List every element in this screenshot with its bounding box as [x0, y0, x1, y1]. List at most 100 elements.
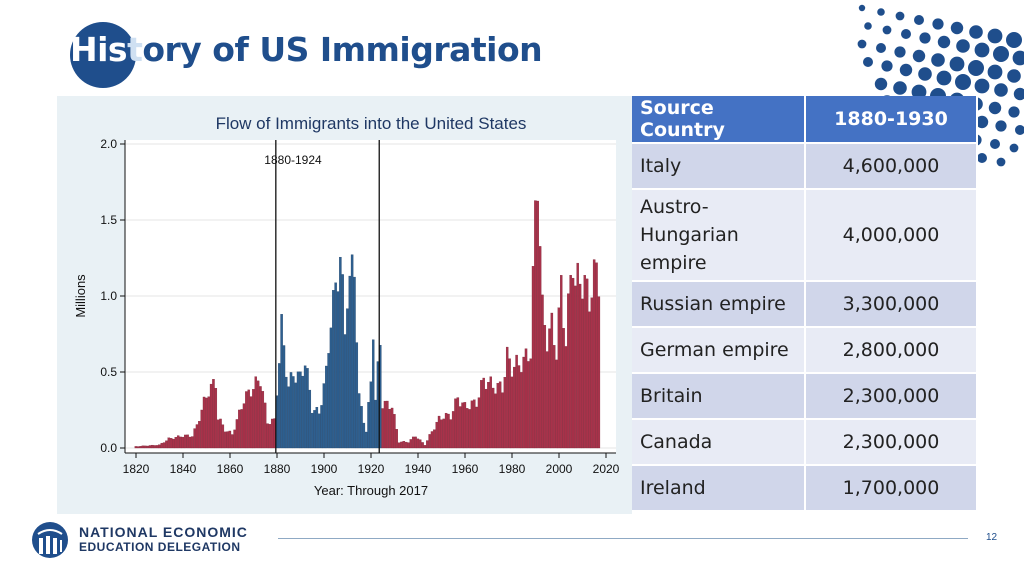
footer-divider — [278, 538, 968, 539]
decorative-dot — [864, 22, 872, 30]
bar-1984 — [520, 372, 523, 449]
bar-1986 — [524, 348, 528, 449]
bar-1857 — [221, 424, 225, 449]
bar-2005 — [569, 274, 572, 449]
bar-1927 — [386, 400, 389, 449]
bar-1873 — [259, 386, 262, 449]
bar-1998 — [552, 345, 556, 449]
bar-1944 — [426, 440, 429, 449]
bar-1836 — [172, 438, 175, 449]
bar-1949 — [437, 415, 441, 449]
decorative-dot — [857, 39, 867, 49]
bar-1907 — [339, 256, 342, 449]
bar-1940 — [416, 438, 420, 449]
decorative-dot — [949, 56, 965, 72]
bar-2009 — [578, 283, 582, 449]
bar-1914 — [355, 342, 359, 449]
table-header-row: Source Country 1880-1930 — [632, 96, 978, 144]
y-tick-label: 1.0 — [100, 289, 117, 303]
bar-1898 — [317, 413, 321, 449]
bar-1859 — [226, 431, 229, 449]
bar-1915 — [357, 393, 361, 449]
bar-1960 — [463, 402, 467, 449]
count-cell: 4,000,000 — [806, 190, 978, 282]
slide-title-overlap: His — [70, 30, 128, 69]
bar-1827 — [151, 444, 154, 449]
bar-1943 — [423, 445, 427, 449]
decorative-dot — [893, 81, 907, 95]
bar-2003 — [564, 346, 568, 449]
bar-1956 — [454, 398, 457, 449]
bar-1842 — [186, 434, 189, 449]
bar-1843 — [188, 436, 192, 449]
bar-2007 — [574, 285, 577, 449]
bar-1829 — [155, 445, 159, 449]
bar-1834 — [167, 437, 171, 449]
bar-1967 — [480, 380, 483, 449]
bar-2015 — [592, 259, 596, 449]
bar-1969 — [484, 388, 488, 449]
bar-1877 — [268, 424, 272, 449]
bar-1892 — [303, 365, 307, 449]
column-header-source-country: Source Country — [632, 96, 806, 144]
bar-1993 — [541, 294, 544, 449]
bar-1849 — [202, 396, 206, 449]
bar-1941 — [419, 439, 422, 449]
bar-1988 — [529, 358, 532, 449]
bar-1916 — [360, 406, 363, 449]
decorative-dot — [996, 157, 1006, 167]
bar-1890 — [299, 371, 302, 449]
bar-1933 — [400, 441, 403, 449]
bar-1968 — [482, 377, 485, 449]
decorative-dot — [918, 67, 932, 81]
bar-1966 — [477, 397, 481, 449]
decorative-dot — [936, 70, 952, 86]
decorative-dot — [858, 4, 866, 12]
decorative-dot — [1012, 50, 1024, 66]
decorative-dot — [994, 83, 1008, 97]
bar-1840 — [181, 436, 185, 449]
bar-1881 — [278, 363, 281, 449]
bar-1972 — [491, 387, 495, 449]
decorative-dot — [937, 35, 951, 49]
bar-1830 — [158, 444, 161, 449]
immigration-flow-chart: 0.0 0.5 1.0 1.5 2.0 1820 1840 1860 1880 1900 1920 1… — [73, 114, 620, 498]
bar-1973 — [494, 393, 497, 449]
country-cell: Russian empire — [632, 282, 806, 328]
org-name-line1: NATIONAL ECONOMIC — [79, 524, 248, 540]
bar-1992 — [538, 246, 542, 449]
bar-1938 — [411, 436, 415, 449]
bar-1950 — [440, 419, 443, 449]
bar-1932 — [397, 442, 401, 449]
bar-1945 — [428, 434, 431, 449]
x-tick-label: 1820 — [123, 462, 150, 476]
bar-1994 — [543, 325, 547, 449]
decorative-dot — [969, 25, 983, 39]
bar-1965 — [475, 406, 478, 449]
decorative-dot — [1007, 69, 1021, 83]
bar-2016 — [595, 262, 598, 449]
bar-1975 — [498, 381, 502, 449]
bar-1893 — [306, 368, 309, 449]
bar-1895 — [310, 412, 314, 449]
decorative-dot — [993, 46, 1009, 62]
bar-2017 — [597, 296, 601, 449]
bar-1852 — [209, 383, 213, 449]
chart-panel: 0.0 0.5 1.0 1.5 2.0 1820 1840 1860 1880 1900 1920 1… — [57, 96, 632, 514]
bar-1822 — [139, 446, 142, 449]
country-cell: Canada — [632, 420, 806, 466]
y-axis-label: Millions — [73, 274, 88, 318]
decorative-dot — [977, 153, 987, 163]
bar-1878 — [270, 418, 274, 449]
bar-1850 — [205, 397, 208, 449]
decorative-dot — [877, 8, 885, 16]
bar-2012 — [585, 278, 589, 449]
bar-2001 — [560, 275, 563, 449]
bar-1835 — [169, 438, 173, 449]
decorative-dot — [881, 60, 893, 72]
x-tick-label: 1980 — [499, 462, 526, 476]
bar-1954 — [449, 419, 453, 449]
bar-1909 — [343, 334, 347, 449]
bar-1904 — [332, 290, 335, 449]
bar-1868 — [247, 389, 250, 449]
